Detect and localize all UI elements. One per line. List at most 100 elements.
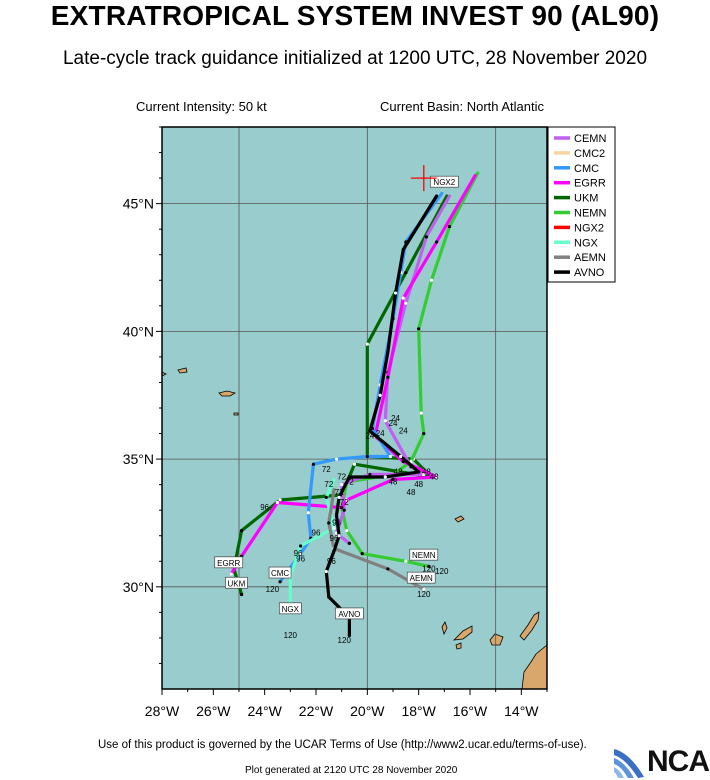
end-label-egrr: EGRR: [214, 556, 244, 569]
end-label-text: AVNO: [338, 610, 360, 619]
end-label-box: [335, 607, 364, 620]
legend-item-aemn: AEMN: [554, 252, 606, 264]
canary-island-la-palma: [441, 621, 448, 636]
legend-item-avno: AVNO: [554, 267, 605, 279]
ocean-background: [162, 127, 547, 689]
azores-island-1: [177, 367, 188, 374]
track-point: [422, 431, 426, 436]
forecast-hour-label: 120: [417, 590, 431, 599]
legend-item-nemn: NEMN: [554, 208, 606, 220]
track-ngx: [288, 477, 336, 607]
track-point: [386, 350, 390, 354]
canary-island-gran-canaria: [489, 633, 504, 646]
legend-item-ukm: UKM: [554, 193, 598, 205]
legend-item-ngx: NGX: [554, 237, 599, 249]
legend-label: NGX: [574, 237, 599, 249]
forecast-hour-label: 48: [389, 478, 398, 487]
canary-island-fuerteventura: [519, 611, 540, 641]
track-nemn: [340, 171, 480, 569]
ncar-logo: [614, 749, 644, 778]
track-point: [239, 592, 244, 597]
page-title: EXTRATROPICAL SYSTEM INVEST 90 (AL90): [50, 0, 660, 31]
track-point: [404, 271, 408, 275]
legend-label: EGRR: [574, 178, 606, 190]
legend-label: AEMN: [574, 252, 606, 264]
end-label-ukm: UKM: [225, 576, 248, 589]
legend-label: CMC: [574, 163, 599, 175]
current-intensity: Current Intensity: 50 kt: [136, 99, 267, 114]
x-tick-label: 22°W: [299, 703, 334, 719]
track-point: [365, 342, 369, 346]
track-point: [332, 549, 336, 553]
track-point: [386, 375, 390, 379]
track-point: [401, 296, 405, 300]
forecast-hour-label: 72: [337, 473, 346, 482]
track-point: [401, 248, 405, 252]
track-point: [427, 564, 431, 568]
forecast-hour-label: 24: [389, 419, 398, 428]
track-point: [435, 475, 439, 479]
track-point: [383, 475, 387, 479]
legend-label: CMC2: [574, 148, 605, 160]
longitude-axis: 28°W 26°W 24°W 22°W 20°W 18°W 16°W 14°W: [145, 689, 548, 719]
end-label-text: EGRR: [217, 559, 240, 568]
forecast-hour-label: 96: [294, 549, 303, 558]
forecast-hour-label: 48: [430, 473, 439, 482]
end-label-cmc: CMC: [268, 566, 292, 579]
track-point: [347, 475, 351, 479]
end-label-text: CMC: [271, 569, 289, 578]
track-point: [340, 483, 344, 487]
iberia-africa-land: [521, 644, 547, 689]
end-label-nemn: NEMN: [409, 548, 439, 561]
x-tick-label: 26°W: [196, 703, 231, 719]
forecast-hour-label: 48: [407, 488, 416, 497]
forecast-hour-label: 96: [260, 503, 269, 512]
y-tick-label: 45°N: [123, 196, 154, 212]
track-point: [435, 240, 439, 244]
track-point: [388, 454, 393, 459]
canary-island-tenerife: [452, 625, 473, 641]
ncar-logo-text: NCAR: [647, 745, 710, 778]
x-tick-label: 20°W: [350, 703, 385, 719]
forecast-hour-label: 96: [312, 529, 321, 538]
legend-label: CEMN: [574, 133, 606, 145]
track-point: [311, 462, 316, 466]
forecast-hour-label: 24: [391, 414, 400, 423]
track-ukm: [232, 194, 449, 597]
track-point: [229, 572, 233, 576]
forecast-hour-label: 120: [266, 585, 280, 594]
forecast-hour-label: 96: [296, 554, 305, 563]
end-label-text: NGX2: [433, 178, 455, 187]
end-label-box: [278, 602, 302, 615]
track-point: [417, 327, 421, 331]
track-point: [391, 477, 395, 482]
legend-label: UKM: [574, 193, 598, 205]
x-tick-label: 28°W: [145, 703, 180, 719]
x-tick-label: 18°W: [401, 703, 436, 719]
track-point: [324, 569, 328, 574]
legend-item-ngx2: NGX2: [554, 222, 604, 234]
latitude-axis: 30°N 35°N 40°N 45°N: [123, 126, 162, 664]
land-masses: [162, 367, 547, 689]
azores-island-4: [162, 371, 167, 377]
model-end-labels: NGX2 NEMN AEMN EGRR UKM CMC NGX AVNO: [214, 175, 459, 620]
forecast-hour-label: 72: [340, 498, 349, 507]
track-point: [360, 552, 364, 556]
track-point: [404, 559, 408, 563]
map-gridlines: [162, 127, 547, 689]
track-point: [422, 472, 426, 477]
terms-of-use-notice: Use of this product is governed by the U…: [98, 739, 587, 751]
azores-island-2: [218, 390, 237, 397]
track-point: [399, 454, 403, 459]
legend-item-cmc: CMC: [554, 163, 599, 175]
plot-generated-time: Plot generated at 2120 UTC 28 November 2…: [245, 765, 458, 776]
forecast-hour-label: 120: [338, 636, 352, 645]
track-point: [324, 495, 328, 500]
end-label-text: NGX: [282, 605, 300, 614]
track-point: [352, 462, 357, 466]
page-subtitle: Late-cycle track guidance initialized at…: [62, 48, 648, 69]
track-point: [345, 498, 349, 502]
forecast-hour-label: 48: [414, 480, 423, 489]
track-point: [334, 513, 339, 517]
track-point: [422, 587, 426, 591]
